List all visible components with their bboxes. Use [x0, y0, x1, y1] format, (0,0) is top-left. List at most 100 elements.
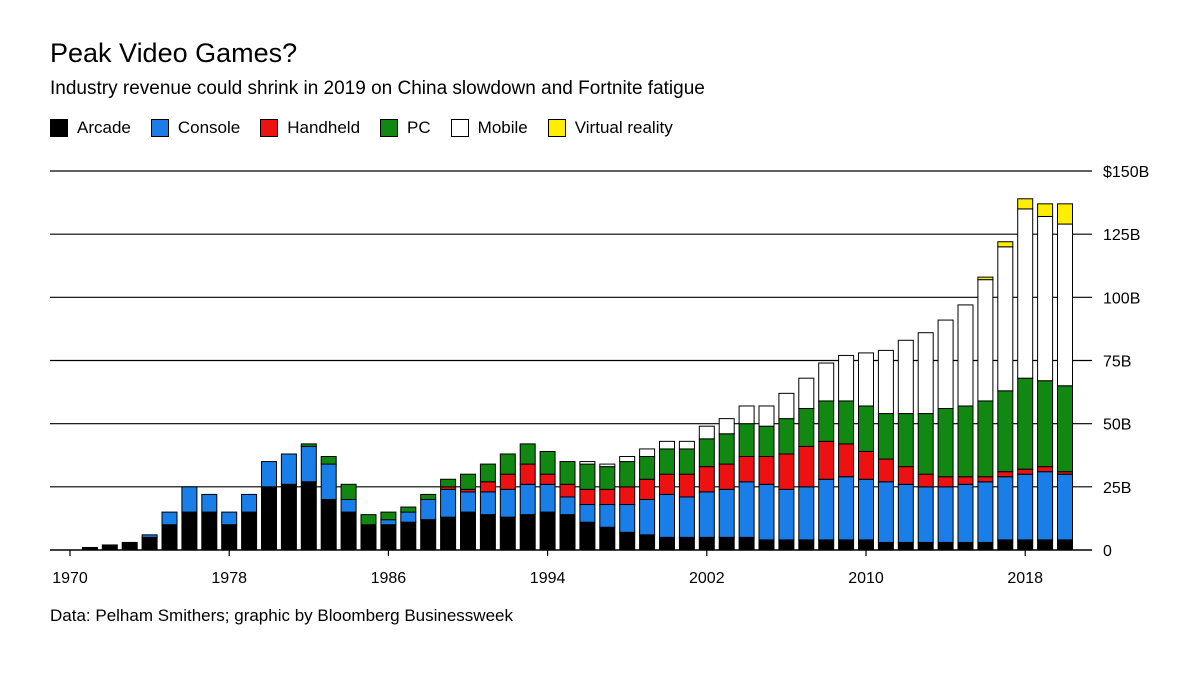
- bar-segment-handheld: [798, 445, 815, 488]
- bar-segment-arcade: [997, 539, 1014, 551]
- bar-segment-arcade: [917, 541, 934, 551]
- legend-item-arcade: Arcade: [50, 118, 131, 138]
- bar-segment-pc: [579, 463, 596, 490]
- bar-segment-console: [997, 476, 1014, 541]
- legend-item-mobile: Mobile: [450, 118, 528, 138]
- bar-segment-console: [440, 488, 457, 518]
- bar-segment-mobile: [1037, 215, 1054, 382]
- legend-label: Virtual reality: [574, 118, 673, 137]
- bar-segment-virtual-reality: [1037, 203, 1054, 217]
- bar-segment-mobile: [937, 319, 954, 410]
- bar-segment-pc: [479, 463, 496, 483]
- bar-segment-mobile: [599, 463, 616, 468]
- bar-segment-console: [678, 496, 695, 538]
- bar-segment-pc: [639, 456, 656, 480]
- bar-segment-console: [340, 498, 357, 513]
- bar-segment-virtual-reality: [1017, 198, 1034, 210]
- bar-segment-console: [599, 504, 616, 528]
- bar-stack: [698, 425, 715, 551]
- bar-segment-arcade: [420, 519, 437, 551]
- bar-segment-pc: [997, 390, 1014, 473]
- legend-item-virtual-reality: Virtual reality: [547, 118, 673, 138]
- bar-stack: [718, 418, 735, 551]
- bar-stack: [141, 534, 158, 551]
- bar-segment-arcade: [201, 511, 218, 551]
- y-tick-label: 125B: [1103, 227, 1140, 244]
- bar-segment-mobile: [579, 461, 596, 465]
- bar-stack: [937, 319, 954, 551]
- bar-segment-console: [241, 493, 258, 513]
- bar-segment-arcade: [937, 541, 954, 551]
- legend-swatch: [50, 119, 68, 137]
- bar-segment-pc: [659, 448, 675, 475]
- bar-segment-handheld: [639, 478, 656, 500]
- bar-segment-arcade: [957, 541, 974, 551]
- bar-segment-mobile: [619, 456, 636, 463]
- bar-stack: [858, 352, 874, 551]
- bar-stack: [1017, 198, 1034, 551]
- bar-stack: [838, 354, 855, 551]
- bar-segment-mobile: [997, 246, 1014, 392]
- bar-segment-arcade: [838, 539, 855, 551]
- bar-segment-console: [977, 481, 994, 543]
- bar-segment-pc: [440, 478, 457, 488]
- bar-segment-virtual-reality: [997, 241, 1014, 248]
- source-note: Data: Pelham Smithers; graphic by Bloomb…: [50, 606, 513, 625]
- bar-stack: [659, 440, 675, 551]
- bar-segment-handheld: [977, 476, 994, 483]
- gridlines: [50, 170, 1092, 488]
- x-tick-label: 1978: [211, 570, 247, 587]
- bar-segment-handheld: [718, 463, 735, 490]
- bar-segment-pc: [758, 425, 775, 458]
- bar-segment-arcade: [360, 524, 377, 551]
- legend-label: Arcade: [77, 118, 131, 137]
- bar-segment-pc: [360, 514, 377, 526]
- y-tick-label: 0: [1103, 543, 1112, 560]
- bar-segment-pc: [1057, 385, 1073, 473]
- y-axis: 0 25B 50B 75B 100B 125B $150B: [1103, 164, 1149, 560]
- bar-segment-arcade: [499, 516, 516, 551]
- y-tick-label: 50B: [1103, 417, 1131, 434]
- bar-segment-pc: [460, 473, 476, 490]
- bar-segment-console: [221, 511, 238, 526]
- bar-segment-pc: [519, 443, 536, 465]
- bar-segment-handheld: [838, 443, 855, 478]
- bar-segment-console: [778, 488, 795, 541]
- bar-segment-handheld: [818, 440, 835, 480]
- bar-segment-pc: [539, 450, 556, 475]
- bar-segment-handheld: [1017, 468, 1034, 475]
- bar-segment-pc: [499, 453, 516, 475]
- stacked-bar-chart: 0 25B 50B 75B 100B 125B $150B 1970 1978 1986 1994…: [50, 164, 1149, 587]
- bar-segment-arcade: [659, 536, 675, 551]
- bar-stack: [1057, 203, 1073, 551]
- bar-segment-console: [161, 511, 178, 526]
- bar-segment-mobile: [897, 339, 914, 415]
- bar-segment-console: [261, 461, 277, 488]
- bar-segment-arcade: [1057, 539, 1073, 551]
- bar-segment-pc: [400, 506, 417, 513]
- bar-segment-arcade: [300, 481, 317, 551]
- bar-segment-arcade: [877, 541, 894, 551]
- x-tick-label: 2002: [689, 570, 725, 587]
- bar-segment-pc: [320, 456, 337, 465]
- legend-swatch: [547, 119, 566, 137]
- bar-segment-pc: [977, 400, 994, 478]
- bar-segment-arcade: [479, 514, 496, 551]
- bar-stack: [798, 377, 815, 551]
- bar-segment-handheld: [539, 473, 556, 485]
- bar-segment-console: [917, 486, 934, 543]
- bar-stack: [340, 483, 357, 551]
- bar-stack: [320, 456, 337, 551]
- bar-segment-mobile: [1057, 223, 1073, 387]
- bar-segment-arcade: [340, 511, 357, 551]
- bar-segment-arcade: [181, 511, 198, 551]
- bar-segment-handheld: [659, 473, 675, 495]
- bar-segment-console: [818, 478, 835, 541]
- bar-segment-handheld: [559, 483, 576, 498]
- bar-segment-mobile: [639, 448, 656, 458]
- legend-swatch: [450, 119, 469, 137]
- bar-segment-arcade: [161, 524, 178, 551]
- legend-label: Mobile: [477, 118, 528, 137]
- bar-stack: [420, 493, 437, 551]
- legend-item-pc: PC: [380, 118, 431, 138]
